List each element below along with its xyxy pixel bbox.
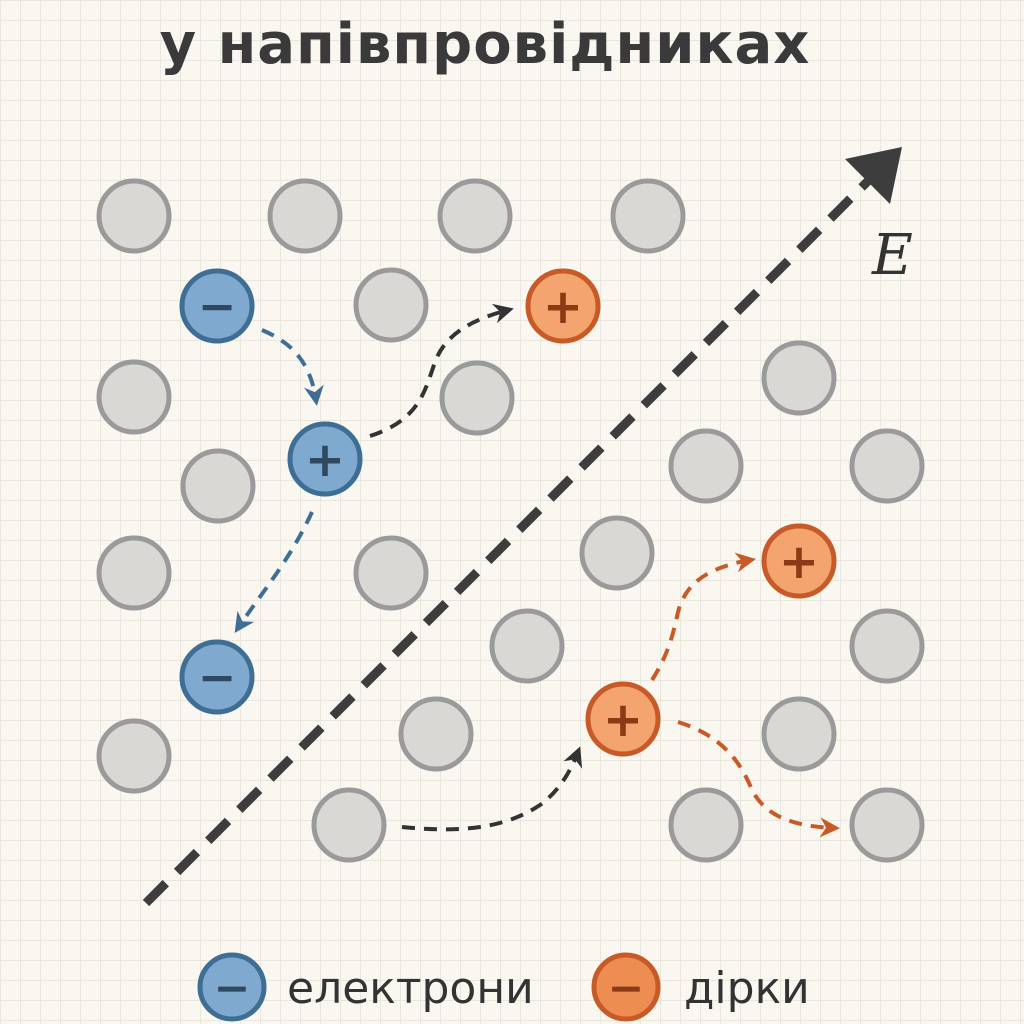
movement-paths	[234, 303, 840, 838]
hole-path	[650, 552, 756, 682]
electron-path	[234, 511, 314, 633]
lattice-atom	[579, 515, 655, 591]
legend-electron-symbol: −	[214, 963, 251, 1014]
ionized-atom: +	[287, 421, 363, 497]
electron: −	[179, 268, 255, 344]
lattice-atom	[761, 696, 837, 772]
plus-icon: +	[305, 432, 345, 488]
plus-icon: +	[543, 279, 583, 335]
lattice-atom	[353, 267, 429, 343]
electric-field-arrow	[142, 147, 902, 907]
lattice-atom	[311, 787, 387, 863]
lattice-atoms	[96, 178, 925, 863]
hole: +	[525, 268, 601, 344]
electron-path	[261, 328, 324, 406]
lattice-atom	[353, 535, 429, 611]
legend-hole: −	[591, 952, 661, 1022]
hole: +	[761, 523, 837, 599]
lattice-atom	[96, 718, 172, 794]
lattice-atom	[398, 696, 474, 772]
legend-hole-symbol: −	[608, 963, 645, 1014]
lattice-atom	[849, 787, 925, 863]
minus-icon: −	[198, 279, 237, 333]
carrier-path	[401, 746, 583, 832]
plus-icon: +	[603, 692, 643, 748]
lattice-atom	[849, 428, 925, 504]
lattice-atom	[610, 178, 686, 254]
hole: +	[585, 681, 661, 757]
legend-electron: −	[197, 952, 267, 1022]
carrier-path	[369, 303, 514, 438]
field-label: E	[871, 223, 913, 288]
legend-electrons-label: електрони	[287, 963, 534, 1014]
lattice-atom	[668, 428, 744, 504]
lattice-atom	[439, 360, 515, 436]
lattice-atom	[180, 448, 256, 524]
minus-icon: −	[198, 650, 237, 704]
diagram-title: у напівпровідниках	[159, 12, 811, 77]
lattice-atom	[96, 359, 172, 435]
legend-holes-label: дірки	[684, 963, 810, 1014]
hole-path	[677, 720, 840, 838]
lattice-atom	[267, 178, 343, 254]
electron: −	[179, 639, 255, 715]
legend: − електрони − дірки	[197, 952, 810, 1022]
lattice-atom	[489, 608, 565, 684]
lattice-atom	[96, 178, 172, 254]
lattice-atom	[761, 340, 837, 416]
field-arrowhead-icon	[845, 147, 902, 204]
lattice-atom	[849, 608, 925, 684]
plus-icon: +	[779, 534, 819, 590]
lattice-atom	[96, 535, 172, 611]
lattice-atom	[668, 787, 744, 863]
lattice-atom	[437, 178, 513, 254]
